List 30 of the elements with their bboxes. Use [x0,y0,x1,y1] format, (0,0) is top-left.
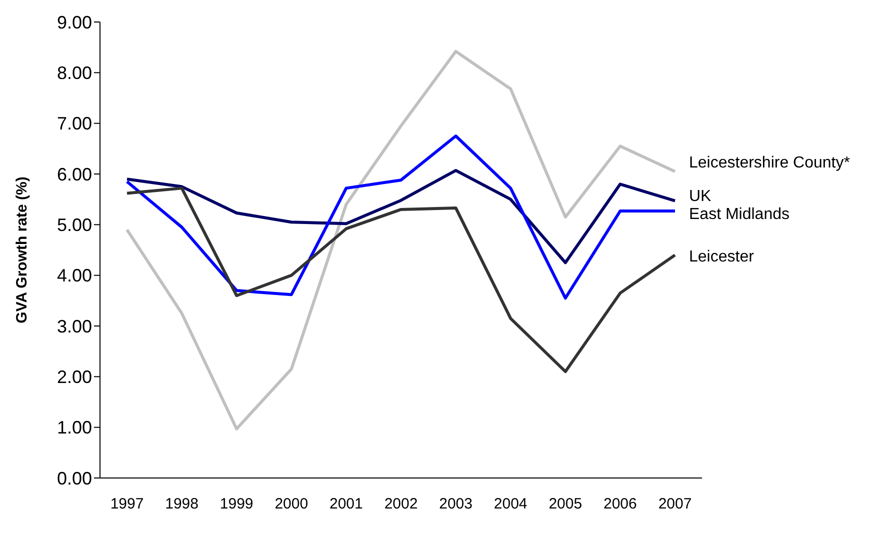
series-label: Leicestershire County* [689,154,850,172]
y-tick-label: 6.00 [56,164,92,184]
x-tick-label: 2000 [274,496,308,513]
x-tick-label: 2007 [658,496,692,513]
series-label: East Midlands [689,206,790,224]
y-axis-title: GVA Growth rate (%) [13,176,30,324]
y-tick-label: 1.00 [56,418,92,438]
y-tick-label: 4.00 [56,266,92,286]
y-tick-label: 2.00 [56,367,92,388]
x-tick-label: 2004 [494,496,528,513]
x-tick-label: 2005 [548,496,582,513]
x-tick-label: 2002 [384,496,418,513]
line-series [126,134,676,300]
x-tick-label: 1997 [110,496,144,513]
series-label: Leicester [689,248,755,266]
x-tick-label: 2001 [330,496,363,513]
x-tick-label: 1998 [165,496,198,513]
x-tick-label: 2003 [439,496,472,513]
x-tick-label: 2006 [604,496,637,513]
x-tick-label: 1999 [220,496,254,513]
y-tick-label: 3.00 [56,316,92,336]
y-tick-label: 0.00 [56,468,92,488]
line-series [126,186,676,374]
y-tick-label: 8.00 [56,63,92,84]
y-tick-label: 9.00 [56,12,92,32]
series-label: UK [689,188,712,206]
y-tick-label: 7.00 [56,114,92,134]
line-series [126,168,676,264]
line-series [126,50,676,430]
y-tick-label: 5.00 [56,215,92,236]
